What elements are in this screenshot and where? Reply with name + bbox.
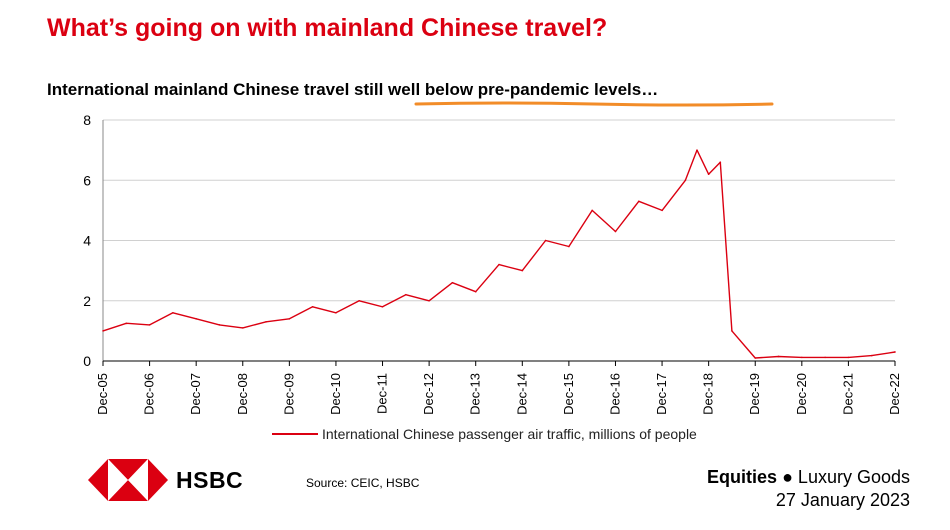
x-tick-label: Dec-18 xyxy=(701,373,716,415)
x-tick-label: Dec-14 xyxy=(514,373,529,415)
x-tick-label: Dec-21 xyxy=(840,373,855,415)
data-point xyxy=(241,327,244,329)
line-chart: 0 2 4 6 8 Dec-05 Dec-06 Dec-07 Dec-08 Dec-09 Dec-1… xyxy=(83,112,902,415)
data-point xyxy=(288,318,291,320)
data-point xyxy=(637,200,640,203)
y-tick-label: 4 xyxy=(83,233,91,249)
x-tick-label: Dec-06 xyxy=(142,373,157,415)
x-tick-label: Dec-15 xyxy=(561,373,576,415)
y-tick-label: 0 xyxy=(83,353,91,369)
source-note: Source: CEIC, HSBC xyxy=(306,476,420,490)
x-tick-label: Dec-09 xyxy=(281,373,296,415)
y-tick-label: 6 xyxy=(83,172,91,188)
x-tick-label: Dec-17 xyxy=(654,373,669,415)
x-tick-label: Dec-22 xyxy=(887,373,902,415)
data-point xyxy=(696,149,698,151)
data-point xyxy=(428,299,430,302)
x-tick-label: Dec-20 xyxy=(794,373,809,415)
data-point xyxy=(102,330,104,332)
data-point xyxy=(265,321,267,323)
data-point xyxy=(195,318,197,320)
data-point xyxy=(335,312,337,314)
x-tick-label: Dec-13 xyxy=(468,373,483,415)
data-point xyxy=(847,356,850,359)
data-point xyxy=(358,299,361,302)
data-point xyxy=(451,281,454,284)
data-point xyxy=(707,173,710,176)
data-point xyxy=(125,322,128,325)
data-point xyxy=(801,356,803,359)
data-point xyxy=(719,161,722,163)
data-point xyxy=(148,324,151,326)
subtitle-highlight: still well below pre-pandemic levels… xyxy=(354,80,659,99)
footer-category-rest: ● Luxury Goods xyxy=(777,467,910,487)
x-tick-label: Dec-05 xyxy=(95,373,110,415)
series-line xyxy=(102,149,896,359)
footer-category: Equities ● Luxury Goods xyxy=(707,466,910,489)
data-point xyxy=(870,354,873,357)
data-point xyxy=(521,269,524,272)
data-point xyxy=(591,209,593,212)
x-tick-label: Dec-16 xyxy=(607,373,622,415)
data-point xyxy=(405,293,407,296)
hsbc-hexagon-icon xyxy=(88,459,168,501)
data-point xyxy=(172,312,174,314)
legend-swatch xyxy=(272,433,318,435)
data-point xyxy=(381,305,384,308)
data-point xyxy=(754,357,757,359)
data-point xyxy=(568,245,570,248)
footer-info: Equities ● Luxury Goods 27 January 2023 xyxy=(707,466,910,512)
page-title: What’s going on with mainland Chinese tr… xyxy=(47,14,608,42)
data-point xyxy=(894,351,896,353)
chart-legend: International Chinese passenger air traf… xyxy=(272,426,697,442)
data-point xyxy=(731,330,733,332)
data-point xyxy=(684,179,687,182)
data-point xyxy=(614,230,617,233)
x-tick-label: Dec-07 xyxy=(188,373,203,415)
data-point xyxy=(824,356,826,359)
data-point xyxy=(544,239,547,242)
data-point xyxy=(498,263,500,266)
brand-name: HSBC xyxy=(176,466,244,493)
data-point xyxy=(474,290,477,293)
x-tick-label: Dec-12 xyxy=(421,373,436,415)
footer-category-bold: Equities xyxy=(707,467,778,487)
data-point xyxy=(777,355,780,358)
subtitle-plain: International mainland Chinese travel xyxy=(47,80,355,99)
data-point xyxy=(311,305,314,308)
legend-label: International Chinese passenger air traf… xyxy=(322,426,697,442)
data-point xyxy=(661,209,663,212)
data-point xyxy=(218,324,221,326)
y-tick-label: 8 xyxy=(83,112,91,128)
x-tick-label: Dec-08 xyxy=(235,373,250,415)
chart-subtitle: International mainland Chinese travel st… xyxy=(47,80,658,100)
y-tick-label: 2 xyxy=(83,293,91,309)
x-tick-label: Dec-19 xyxy=(747,373,762,415)
footer-date: 27 January 2023 xyxy=(775,490,910,510)
x-tick-label: Dec-10 xyxy=(328,373,343,415)
highlight-underline xyxy=(414,101,774,107)
x-tick-label: Dec-11 xyxy=(375,373,390,414)
hsbc-logo: HSBC xyxy=(88,459,243,501)
